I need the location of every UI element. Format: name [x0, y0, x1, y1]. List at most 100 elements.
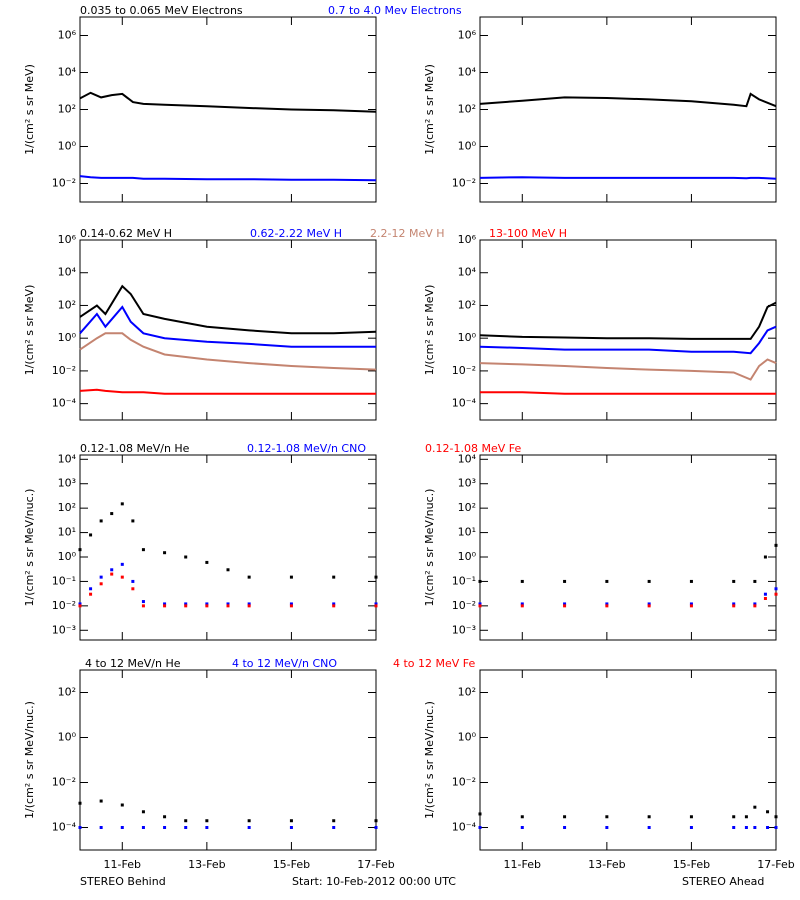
data-point: [732, 602, 736, 606]
y-tick-label: 10²: [58, 501, 76, 514]
y-tick-label: 10⁰: [58, 731, 77, 744]
series-line: [479, 325, 777, 355]
series-line: [479, 301, 777, 340]
x-tick-label: 13-Feb: [188, 858, 225, 871]
legend-label: 0.12-1.08 MeV/n He: [80, 442, 190, 455]
data-point: [689, 826, 693, 829]
data-point: [89, 533, 93, 537]
data-point: [374, 604, 378, 608]
plot-frame: [79, 239, 377, 421]
data-point: [774, 587, 778, 591]
data-point: [605, 604, 609, 608]
y-tick-label: 10⁴: [58, 452, 77, 465]
data-point: [247, 604, 251, 608]
data-point: [184, 604, 188, 608]
data-point: [774, 543, 778, 547]
data-point: [78, 801, 82, 805]
series-line: [79, 388, 376, 395]
data-point: [520, 602, 524, 606]
data-point: [247, 826, 251, 829]
y-tick-label: 10⁻³: [452, 623, 476, 636]
series-line: [479, 176, 777, 180]
plot-frame: [479, 239, 777, 421]
series-line: [79, 175, 377, 182]
y-tick-label: 10⁻²: [52, 599, 76, 612]
y-tick-label: 10³: [458, 477, 476, 490]
series-line: [479, 358, 777, 381]
y-tick-label: 10⁻²: [452, 364, 476, 377]
data-point: [605, 826, 609, 829]
data-point: [205, 560, 209, 564]
data-point: [99, 799, 103, 803]
data-point: [732, 826, 736, 829]
data-point: [184, 602, 188, 606]
y-axis-label: 1/(cm² s sr MeV): [23, 64, 36, 155]
y-tick-label: 10⁻⁴: [52, 821, 77, 834]
y-tick-label: 10⁶: [458, 233, 477, 246]
legend-label: 0.7 to 4.0 Mev Electrons: [328, 4, 462, 17]
data-point: [647, 579, 651, 583]
data-point: [141, 826, 145, 829]
x-tick-label: 11-Feb: [104, 858, 141, 871]
data-point: [99, 519, 103, 523]
y-tick-label: 10⁻²: [452, 776, 476, 789]
data-point: [89, 592, 93, 596]
y-tick-label: 10⁰: [458, 140, 477, 153]
y-tick-label: 10³: [58, 477, 76, 490]
y-tick-label: 10⁰: [58, 550, 77, 563]
y-tick-label: 10⁴: [58, 66, 77, 79]
data-point: [110, 512, 114, 516]
data-point: [141, 810, 145, 814]
data-point: [763, 597, 767, 601]
data-point: [205, 819, 209, 823]
data-point: [763, 555, 767, 559]
series-line: [79, 284, 377, 335]
panel: 10⁻⁴ 10⁻² 10⁰ 10² 11-Feb 13-Feb 15-Feb 17-Feb 1/…: [23, 657, 476, 871]
y-tick-label: 10²: [58, 298, 76, 311]
data-point: [774, 815, 778, 819]
data-point: [520, 579, 524, 583]
data-point: [478, 602, 482, 606]
y-tick-label: 10⁴: [458, 66, 477, 79]
data-point: [110, 572, 114, 576]
data-point: [184, 555, 188, 559]
plot-frame: [479, 454, 777, 641]
y-axis-label: 1/(cm² s sr MeV/nuc.): [23, 489, 36, 607]
data-point: [131, 519, 135, 523]
footer-center: Start: 10-Feb-2012 00:00 UTC: [292, 875, 456, 888]
series-line: [79, 305, 376, 348]
legend-label: 0.12-1.08 MeV Fe: [425, 442, 521, 455]
data-point: [732, 604, 736, 608]
y-tick-label: 10⁴: [58, 266, 77, 279]
data-point: [226, 568, 230, 572]
y-tick-label: 10²: [458, 298, 476, 311]
data-point: [774, 826, 778, 829]
data-point: [689, 602, 693, 606]
plot-frame: [79, 454, 377, 641]
y-tick-label: 10⁻²: [452, 599, 476, 612]
data-point: [78, 548, 82, 552]
data-point: [99, 826, 103, 829]
x-tick-label: 17-Feb: [757, 858, 794, 871]
y-tick-label: 10²: [458, 501, 476, 514]
data-point: [289, 575, 293, 579]
series-line: [79, 91, 377, 113]
panel: 10⁻³ 10⁻² 10⁻¹ 10⁰ 10¹ 10² 10³ 10⁴ 1/(cm² s sr M…: [423, 452, 778, 641]
panel: 10⁻² 10⁰ 10² 10⁴ 10⁶ 1/(cm² s sr MeV) 0.035 to…: [23, 4, 462, 203]
data-point: [184, 826, 188, 829]
y-axis-label: 1/(cm² s sr MeV): [423, 285, 436, 376]
data-point: [99, 582, 103, 586]
data-point: [120, 826, 124, 829]
y-axis-label: 1/(cm² s sr MeV/nuc.): [423, 489, 436, 607]
y-tick-label: 10⁶: [58, 29, 77, 42]
y-tick-label: 10⁰: [458, 550, 477, 563]
legend-label: 13-100 MeV H: [489, 227, 567, 240]
data-point: [605, 815, 609, 819]
y-tick-label: 10⁶: [58, 233, 77, 246]
data-point: [766, 826, 770, 829]
y-axis-label: 1/(cm² s sr MeV): [423, 64, 436, 155]
legend-label: 0.62-2.22 MeV H: [250, 227, 342, 240]
panel: 10⁻⁴ 10⁻² 10⁰ 10² 10⁴ 10⁶ 1/(cm² s sr MeV) 0.14…: [23, 227, 567, 421]
series-line: [479, 92, 777, 108]
data-point: [753, 604, 757, 608]
